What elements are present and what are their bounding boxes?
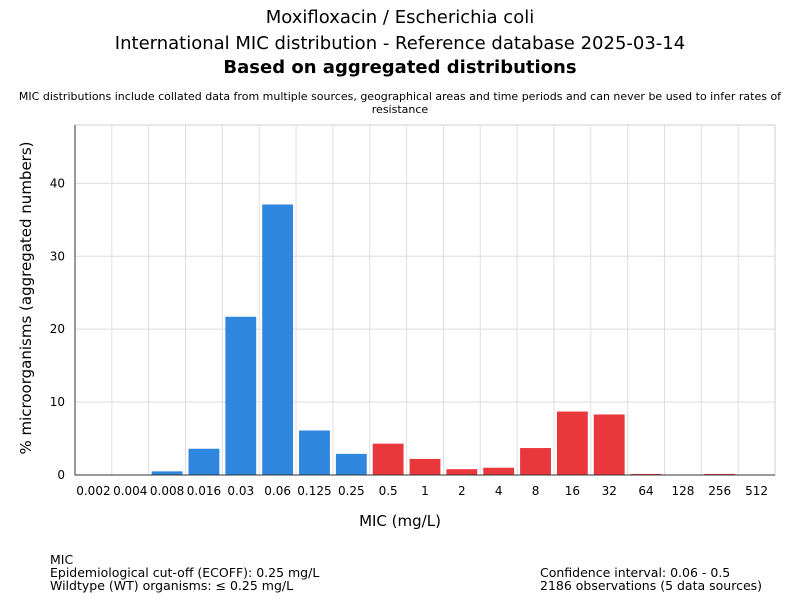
bar-32 [593,414,625,475]
bar-256 [704,473,736,475]
bar-0.06 [262,204,294,475]
grid-layer [74,124,776,476]
x-tick-label: 0.004 [113,484,147,498]
x-tick-label: 1 [421,484,429,498]
x-tick-label: 32 [602,484,617,498]
bars-layer [151,204,736,475]
footer-right: Confidence interval: 0.06 - 0.5 2186 obs… [540,566,762,592]
bar-4 [483,467,515,475]
bar-2 [446,469,478,475]
x-tick-label: 0.016 [187,484,221,498]
bar-16 [556,411,588,475]
chart-disclaimer: MIC distributions include collated data … [18,90,782,116]
footer-mic-label: MIC [50,552,74,567]
bar-0.5 [372,443,404,475]
bar-0.25 [335,453,367,475]
y-axis-label: % microorganisms (aggregated numbers) [17,141,35,454]
x-tick-label: 0.03 [227,484,254,498]
bar-0.016 [188,448,220,475]
axis-layer: 0 10 20 30 40 0.002 0.004 0.008 0.016 0.03 0.06 0.1… [50,125,775,498]
chart-title-line1: Moxifloxacin / Escherichia coli [265,7,535,28]
bar-0.125 [299,430,330,475]
y-tick-label: 10 [50,395,65,409]
x-tick-label: 0.25 [338,484,365,498]
footer-wildtype: Wildtype (WT) organisms: ≤ 0.25 mg/L [50,578,294,593]
x-tick-label: 512 [745,484,768,498]
x-tick-label: 16 [565,484,580,498]
x-tick-label: 0.008 [150,484,184,498]
footer-observations: 2186 observations (5 data sources) [540,578,763,593]
bar-0.008 [151,471,183,475]
x-tick-label: 0.002 [76,484,110,498]
footer-ecoff: Epidemiological cut-off (ECOFF): 0.25 mg… [50,565,320,580]
x-tick-label: 256 [708,484,731,498]
y-tick-label: 20 [50,322,65,336]
x-tick-label: 8 [532,484,540,498]
chart-title-line3: Based on aggregated distributions [223,57,577,78]
footer-confidence-interval: Confidence interval: 0.06 - 0.5 [540,565,731,580]
bar-8 [520,448,551,475]
chart-title-line2: International MIC distribution - Referen… [114,33,686,54]
x-tick-label: 0.06 [264,484,291,498]
y-tick-label: 0 [57,468,65,482]
x-axis-label: MIC (mg/L) [359,512,441,530]
bar-0.03 [225,316,257,475]
bar-64 [630,473,662,475]
x-tick-label: 2 [458,484,466,498]
y-tick-label: 30 [50,249,65,263]
footer-left: MIC Epidemiological cut-off (ECOFF): 0.2… [50,553,319,592]
x-tick-label: 128 [671,484,694,498]
x-tick-label: 0.125 [297,484,331,498]
plot-frame [74,124,776,476]
x-tick-label: 0.5 [379,484,398,498]
bar-1 [409,458,441,475]
x-tick-label: 64 [638,484,653,498]
x-tick-label: 4 [495,484,503,498]
y-tick-label: 40 [50,176,65,190]
